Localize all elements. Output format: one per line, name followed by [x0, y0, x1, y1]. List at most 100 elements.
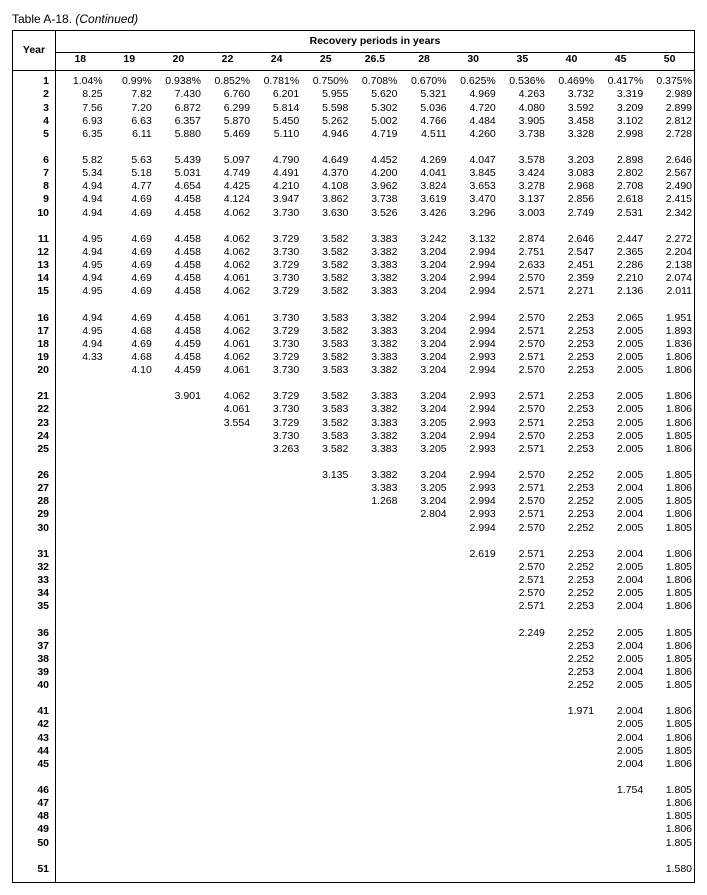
data-cell: [203, 745, 252, 758]
data-cell: 2.005: [596, 653, 645, 666]
data-cell: [596, 797, 645, 810]
data-cell: 2.252: [547, 679, 596, 692]
data-cell: [399, 758, 448, 771]
data-cell: 1.806: [645, 351, 694, 364]
group-gap: [13, 692, 695, 705]
col-header: 45: [596, 53, 645, 71]
data-cell: 5.036: [399, 102, 448, 115]
data-cell: [56, 548, 105, 561]
data-cell: 2.633: [498, 259, 547, 272]
data-cell: 2.359: [547, 272, 596, 285]
data-cell: 2.005: [596, 718, 645, 731]
table-row: 292.8042.9932.5712.2532.0041.806: [13, 508, 695, 521]
table-row: 46.936.636.3575.8705.4505.2625.0024.7664…: [13, 115, 695, 128]
data-cell: 3.729: [252, 285, 301, 298]
data-cell: [203, 823, 252, 836]
data-cell: [105, 797, 154, 810]
data-cell: 5.450: [252, 115, 301, 128]
group-gap: [13, 456, 695, 469]
data-cell: [154, 508, 203, 521]
data-cell: 4.10: [105, 364, 154, 377]
data-cell: 2.253: [547, 403, 596, 416]
data-cell: 3.582: [301, 233, 350, 246]
group-gap: [13, 298, 695, 311]
data-cell: [399, 837, 448, 850]
data-cell: [350, 837, 399, 850]
data-cell: [301, 718, 350, 731]
data-cell: 8.25: [56, 88, 105, 101]
data-cell: [203, 443, 252, 456]
data-cell: 1.806: [645, 364, 694, 377]
data-cell: [350, 745, 399, 758]
data-cell: [449, 863, 498, 883]
data-cell: [350, 718, 399, 731]
data-cell: [105, 482, 154, 495]
data-cell: 3.962: [350, 180, 399, 193]
data-cell: 3.205: [399, 417, 448, 430]
data-cell: 2.004: [596, 666, 645, 679]
data-cell: 2.005: [596, 417, 645, 430]
table-row: 442.0051.805: [13, 745, 695, 758]
data-cell: [498, 640, 547, 653]
data-cell: 2.804: [399, 508, 448, 521]
data-cell: [350, 600, 399, 613]
data-cell: [105, 863, 154, 883]
data-cell: [301, 482, 350, 495]
data-cell: 2.210: [596, 272, 645, 285]
data-cell: [399, 653, 448, 666]
data-cell: [154, 837, 203, 850]
year-cell: 24: [13, 430, 56, 443]
data-cell: [154, 705, 203, 718]
data-cell: [203, 430, 252, 443]
data-cell: [252, 705, 301, 718]
data-cell: 2.253: [547, 548, 596, 561]
data-cell: 1.806: [645, 443, 694, 456]
data-cell: [350, 640, 399, 653]
year-cell: 15: [13, 285, 56, 298]
data-cell: 1.951: [645, 312, 694, 325]
data-cell: 2.619: [449, 548, 498, 561]
data-cell: [399, 745, 448, 758]
data-cell: 2.005: [596, 338, 645, 351]
data-cell: 4.68: [105, 325, 154, 338]
data-cell: 2.005: [596, 364, 645, 377]
table-row: 104.944.694.4584.0623.7303.6303.5263.426…: [13, 207, 695, 220]
data-cell: [301, 522, 350, 535]
data-cell: 1.806: [645, 574, 694, 587]
data-cell: 4.458: [154, 351, 203, 364]
table-row: 432.0041.806: [13, 732, 695, 745]
table-row: 342.5702.2522.0051.805: [13, 587, 695, 600]
year-cell: 3: [13, 102, 56, 115]
year-cell: 9: [13, 193, 56, 206]
data-cell: [596, 810, 645, 823]
data-cell: 4.69: [105, 272, 154, 285]
data-cell: [105, 745, 154, 758]
data-cell: 3.901: [154, 390, 203, 403]
data-cell: [498, 837, 547, 850]
data-cell: [154, 732, 203, 745]
data-cell: 4.969: [449, 88, 498, 101]
data-cell: [56, 823, 105, 836]
data-cell: 4.69: [105, 338, 154, 351]
data-cell: [399, 863, 448, 883]
data-cell: 1.806: [645, 705, 694, 718]
data-cell: 2.571: [498, 508, 547, 521]
data-cell: [154, 640, 203, 653]
data-cell: 2.252: [547, 522, 596, 535]
data-cell: 3.729: [252, 417, 301, 430]
data-cell: [105, 627, 154, 640]
data-cell: [498, 745, 547, 758]
year-cell: 2: [13, 88, 56, 101]
table-row: 11.04%0.99%0.938%0.852%0.781%0.750%0.708…: [13, 71, 695, 89]
data-cell: [203, 482, 252, 495]
data-cell: [105, 587, 154, 600]
data-cell: [56, 587, 105, 600]
year-cell: 43: [13, 732, 56, 745]
data-cell: 4.790: [252, 154, 301, 167]
col-header: 35: [498, 53, 547, 71]
data-cell: [350, 548, 399, 561]
data-cell: 2.342: [645, 207, 694, 220]
year-cell: 50: [13, 837, 56, 850]
recovery-table: Year Recovery periods in years 181920222…: [12, 30, 695, 883]
data-cell: [56, 574, 105, 587]
